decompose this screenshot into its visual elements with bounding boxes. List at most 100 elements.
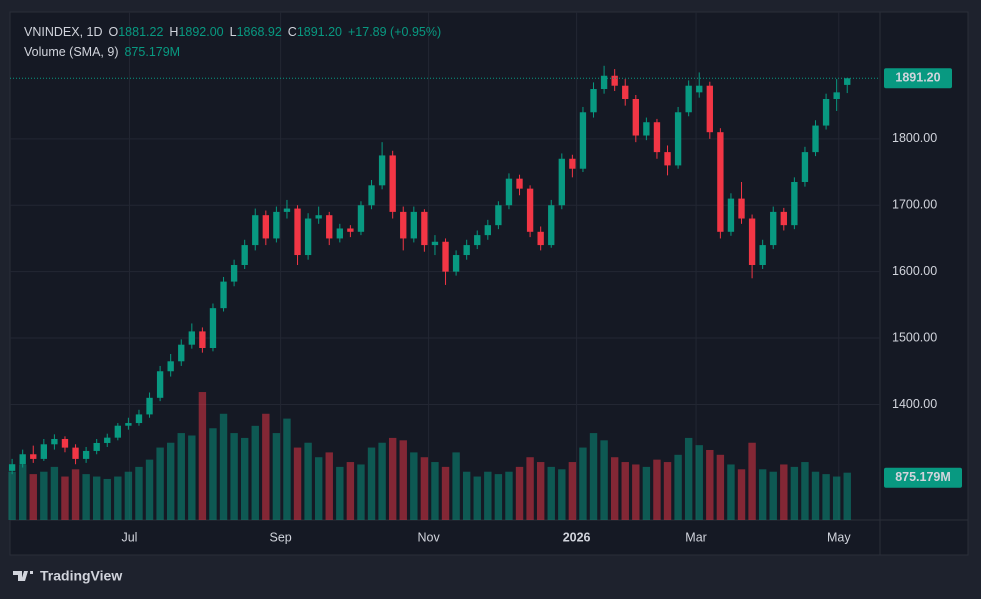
candle-body: [273, 211, 280, 239]
volume-bar: [240, 437, 249, 520]
candle-body: [600, 75, 608, 90]
candle-body: [156, 371, 164, 398]
volume-bar: [177, 433, 185, 520]
volume-bar: [357, 464, 365, 520]
volume-bar: [473, 476, 481, 520]
candle-body: [463, 245, 470, 256]
candle-body: [452, 255, 460, 272]
volume-bar: [40, 471, 48, 520]
candle-body: [51, 438, 58, 445]
candle-body: [516, 178, 523, 189]
volume-bar: [378, 442, 386, 520]
x-tick-label: May: [827, 530, 851, 544]
candle-body: [93, 442, 100, 451]
volume-bar: [251, 425, 259, 520]
candle-body: [611, 75, 618, 86]
volume-bar: [124, 471, 133, 520]
legend-ohlc: VNINDEX, 1D O1881.22 H1892.00 L1868.92 C1891…: [24, 25, 441, 39]
symbol: VNINDEX, 1D: [24, 25, 103, 39]
volume-bar: [388, 437, 397, 520]
volume-bar: [632, 464, 640, 520]
candle-body: [368, 185, 375, 206]
x-tick-label: 2026: [563, 530, 591, 544]
y-tick-label: 1500.00: [892, 330, 937, 344]
volume-bar: [272, 433, 281, 520]
volume-sma-value: 875.179M: [124, 45, 180, 59]
volume-bar: [462, 471, 471, 520]
prefix: H: [169, 25, 178, 39]
volume-bar: [706, 449, 714, 520]
volume-bar: [536, 462, 545, 520]
volume-bar: [336, 466, 344, 520]
volume-bar: [727, 464, 735, 520]
x-tick-label: Mar: [685, 530, 707, 544]
candle-body: [357, 205, 365, 232]
candle-body: [40, 444, 47, 459]
volume-bar: [230, 433, 238, 520]
candle-body: [125, 423, 132, 426]
candle-body: [632, 98, 639, 136]
y-tick-label: 1800.00: [892, 131, 937, 145]
volume-bar: [61, 476, 69, 520]
candle-body: [146, 397, 153, 415]
volume-bar: [515, 466, 524, 520]
candle-body: [326, 215, 333, 239]
high-value: 1892.00: [178, 25, 223, 39]
volume-bar: [822, 474, 830, 520]
volume-bar: [600, 440, 608, 520]
candle-body: [706, 85, 713, 133]
candle-body: [696, 85, 703, 93]
candle-body: [558, 158, 565, 206]
candle-body: [748, 218, 756, 266]
candle-body: [114, 425, 121, 438]
volume-bar: [18, 464, 27, 520]
candle-body: [727, 198, 735, 232]
candle-body: [738, 198, 745, 219]
volume-bar: [145, 459, 154, 520]
change: +17.89 (+0.95%): [348, 25, 441, 39]
legend-volume: Volume (SMA, 9) 875.179M: [24, 45, 180, 59]
volume-bar: [684, 437, 693, 520]
volume-bars: [8, 392, 851, 520]
volume-bar: [166, 442, 175, 520]
volume-bar: [505, 471, 513, 520]
candle-body: [622, 85, 629, 99]
candles: [8, 65, 851, 475]
candle-body: [442, 241, 449, 272]
candle-body: [421, 211, 428, 246]
x-tick-label: Sep: [269, 530, 291, 544]
candle-body: [230, 265, 238, 282]
candle-body: [347, 228, 354, 232]
volume-bar: [758, 469, 767, 520]
candle-body: [135, 414, 143, 424]
volume-sma-label: 875.179M: [895, 470, 951, 484]
volume-bar: [82, 474, 90, 520]
candle-body: [188, 331, 195, 345]
candle-body: [431, 241, 439, 246]
last-price-label: 1891.20: [895, 71, 940, 85]
candle-body: [579, 112, 587, 169]
volume-bar: [811, 471, 820, 520]
candle-body: [770, 211, 777, 246]
volume-bar: [589, 433, 598, 520]
labels: 1400.00 1500.00 1600.00 1700.00 1800.00 Jul Se…: [10, 68, 962, 544]
prefix: C: [288, 25, 297, 39]
volume-bar: [695, 445, 703, 520]
y-tick-label: 1400.00: [892, 397, 937, 411]
brand-logo: TradingView: [13, 568, 122, 584]
last-price-badge: [884, 68, 952, 89]
volume-bar: [346, 462, 355, 520]
volume-bar: [748, 442, 756, 520]
candle-body: [30, 454, 37, 459]
prefix: O: [109, 25, 119, 39]
candle-body: [548, 205, 555, 246]
volume-bar: [642, 466, 651, 520]
volume-bar: [558, 469, 566, 520]
volume-bar: [843, 472, 851, 520]
candle-body: [833, 92, 840, 99]
candle-body: [526, 188, 534, 232]
volume-bar: [367, 447, 376, 520]
candle-body: [262, 215, 269, 239]
volume-bar: [103, 478, 111, 520]
volume-bar: [399, 440, 407, 520]
